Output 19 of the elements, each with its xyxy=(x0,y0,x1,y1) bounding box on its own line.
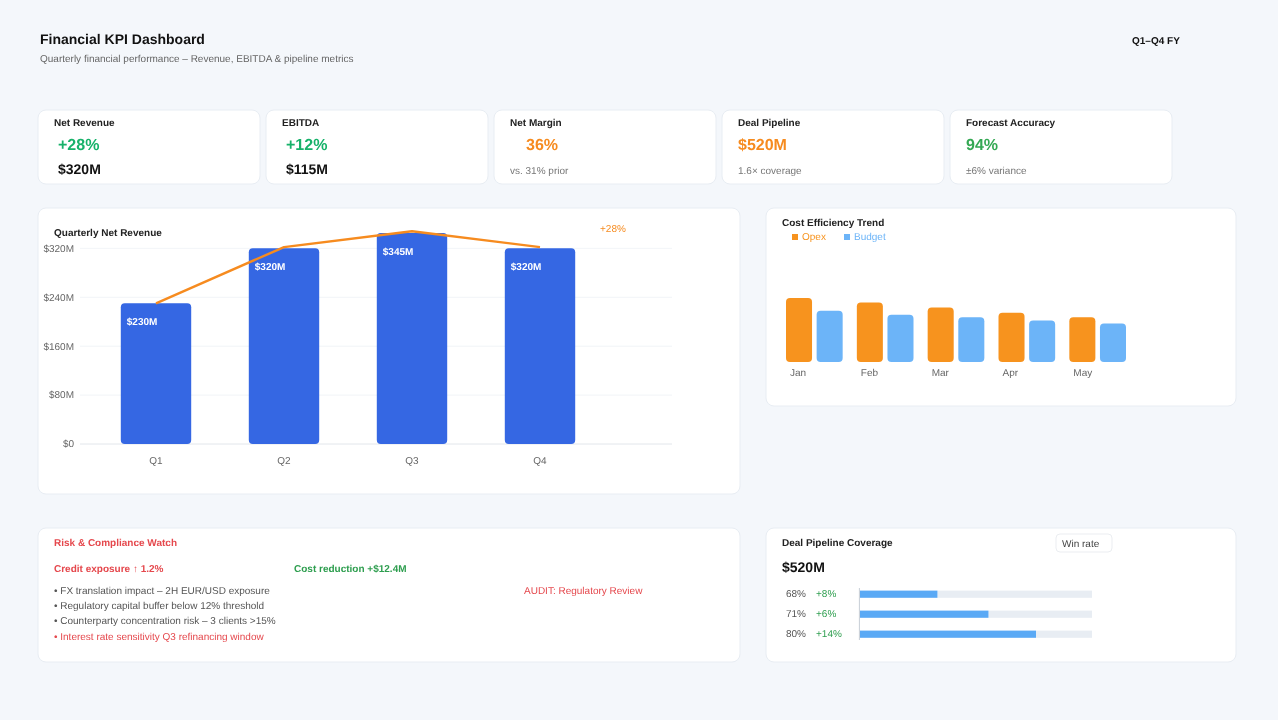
bar xyxy=(856,302,883,362)
bar xyxy=(376,233,448,444)
bar xyxy=(958,317,985,362)
bar xyxy=(1099,323,1126,362)
text: 94% xyxy=(966,136,999,154)
bar xyxy=(248,248,320,444)
bar xyxy=(786,298,813,362)
bar xyxy=(816,310,843,362)
bar xyxy=(504,248,576,444)
text: 36% xyxy=(526,136,559,154)
bar xyxy=(887,314,914,362)
bar xyxy=(927,307,954,362)
bar xyxy=(1069,317,1096,362)
bar xyxy=(120,303,192,444)
bar xyxy=(998,312,1025,362)
text: +12% xyxy=(286,136,328,154)
text: $520M xyxy=(738,136,788,154)
bar xyxy=(1029,320,1056,362)
text: +28% xyxy=(58,136,100,154)
